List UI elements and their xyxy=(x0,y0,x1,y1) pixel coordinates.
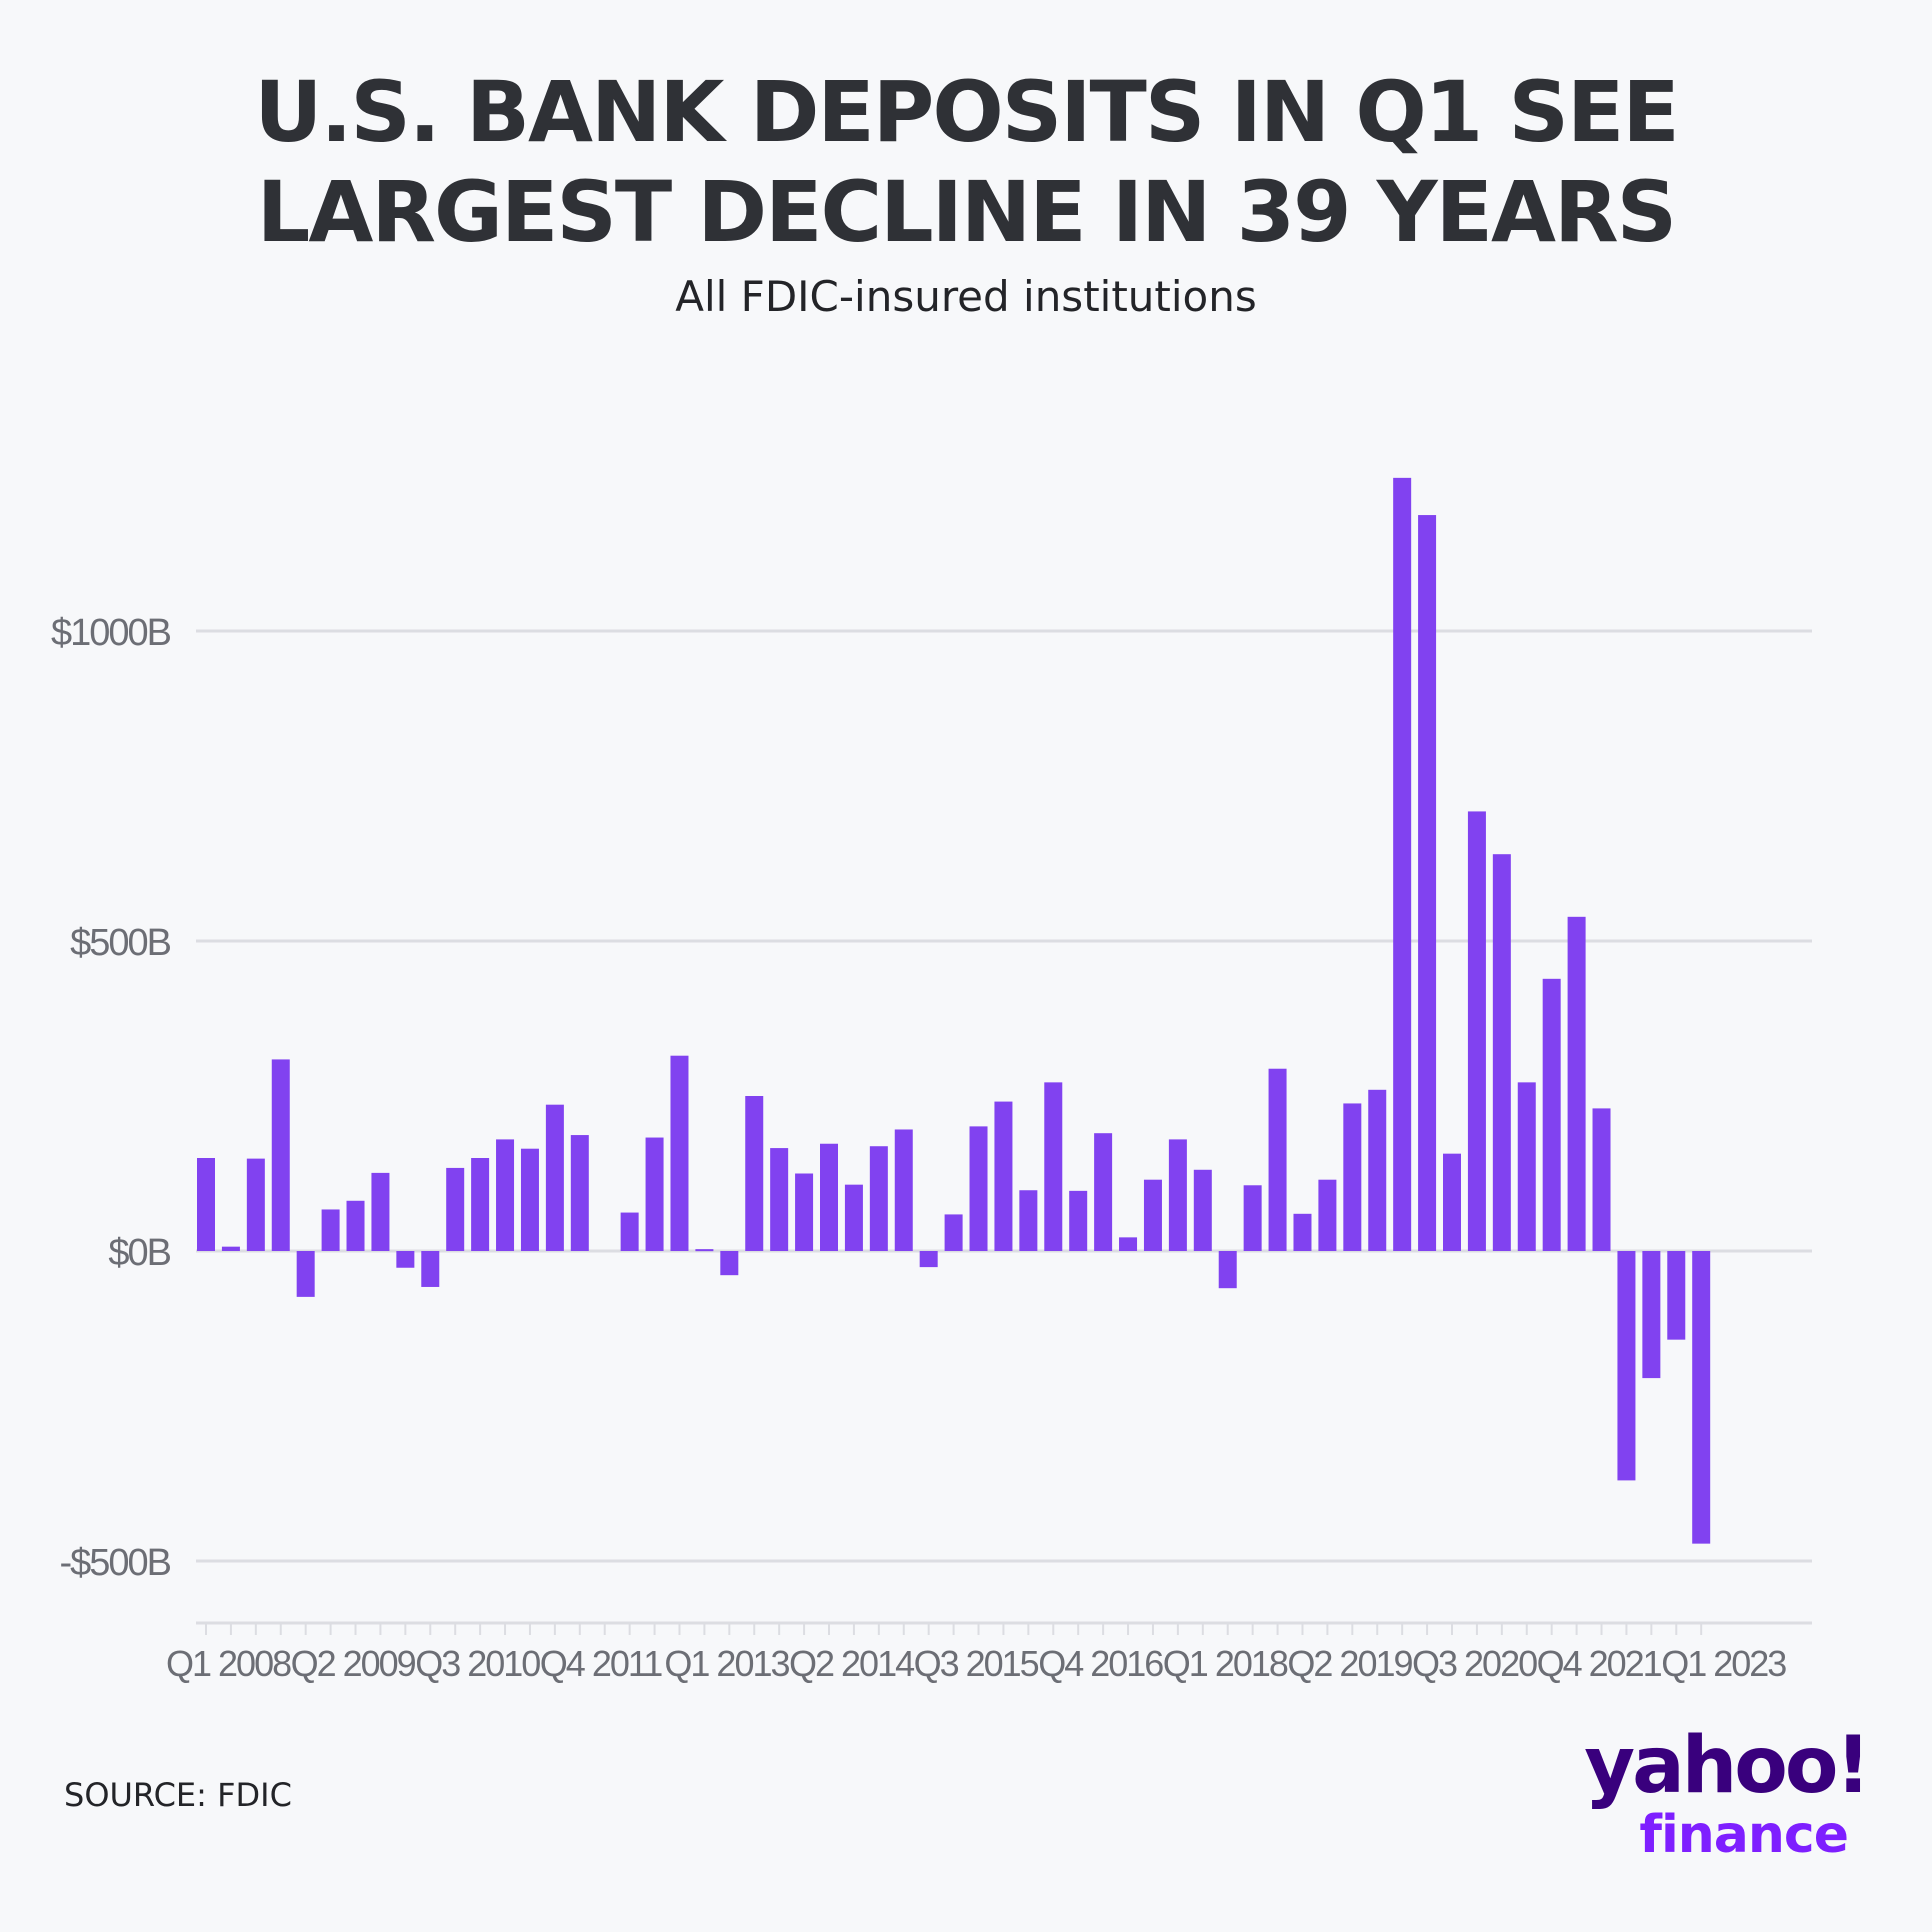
source-note: SOURCE: FDIC xyxy=(64,1776,292,1814)
bar xyxy=(820,1143,838,1251)
bar xyxy=(720,1251,739,1276)
bar xyxy=(770,1148,789,1251)
bar xyxy=(321,1209,340,1251)
x-tick-label: Q1 2008 xyxy=(166,1643,291,1684)
bar xyxy=(446,1167,465,1251)
bar xyxy=(1393,477,1412,1251)
bar xyxy=(1119,1237,1138,1251)
bar xyxy=(545,1104,564,1251)
bar xyxy=(1193,1169,1212,1251)
y-tick-label: -$500B xyxy=(59,1542,170,1584)
x-tick-label: Q1 2013 xyxy=(664,1643,789,1684)
bar xyxy=(1218,1251,1237,1289)
bar xyxy=(1692,1251,1711,1544)
bar xyxy=(1642,1251,1661,1379)
bar xyxy=(396,1251,415,1268)
bars xyxy=(197,477,1711,1544)
bar xyxy=(1094,1133,1113,1251)
bar xyxy=(570,1135,589,1251)
x-tick-label: Q2 2014 xyxy=(789,1643,914,1684)
bar xyxy=(1318,1179,1337,1251)
bar xyxy=(944,1214,963,1251)
x-tick-label: Q4 2011 xyxy=(540,1643,662,1684)
bar xyxy=(1592,1108,1611,1251)
chart-title: U.S. BANK DEPOSITS IN Q1 SEE LARGEST DEC… xyxy=(0,62,1932,262)
yahoo-finance-logo: yahoo! finance xyxy=(1584,1721,1870,1860)
chart-subtitle: All FDIC-insured institutions xyxy=(675,272,1257,321)
bar xyxy=(795,1173,814,1251)
title-line-2: LARGEST DECLINE IN 39 YEARS xyxy=(256,163,1677,261)
bar xyxy=(1243,1185,1262,1251)
x-tick-label: Q3 2015 xyxy=(914,1643,1039,1684)
bar xyxy=(919,1251,938,1268)
x-tick-label: Q2 2019 xyxy=(1287,1643,1412,1684)
x-tick-label: Q4 2016 xyxy=(1038,1643,1163,1684)
logo-finance: finance xyxy=(1639,1805,1848,1860)
y-axis-tick-labels: -$500B $0B $500B $1000B xyxy=(51,612,173,1584)
bar xyxy=(994,1101,1013,1251)
bar xyxy=(246,1158,265,1251)
x-tick-label: Q2 2009 xyxy=(291,1643,416,1684)
x-tick-label: Q1 2018 xyxy=(1163,1643,1288,1684)
x-axis: Q1 2008 Q2 2009 Q3 2010 Q4 2011 Q1 2013 Q2 20… xyxy=(166,1621,1812,1684)
bar xyxy=(197,1158,215,1251)
x-tick-label: Q4 2021 xyxy=(1537,1643,1662,1684)
bar xyxy=(1542,978,1561,1251)
bar xyxy=(520,1148,539,1251)
y-tick-label: $0B xyxy=(108,1232,170,1274)
title-line-1: U.S. BANK DEPOSITS IN Q1 SEE xyxy=(254,63,1679,161)
bar xyxy=(1617,1251,1636,1481)
bar xyxy=(421,1251,440,1287)
x-tick-label: Q3 2010 xyxy=(415,1643,540,1684)
gridlines xyxy=(196,629,1812,1563)
bar xyxy=(620,1212,639,1251)
bar xyxy=(1492,854,1511,1251)
bar xyxy=(1567,916,1586,1251)
bar xyxy=(844,1184,863,1251)
bar xyxy=(1168,1139,1187,1251)
bar xyxy=(1069,1190,1088,1251)
bar xyxy=(1293,1213,1312,1251)
x-tick-label: Q3 2020 xyxy=(1412,1643,1537,1684)
bar xyxy=(745,1096,764,1251)
bar xyxy=(371,1172,390,1251)
bar xyxy=(296,1251,315,1297)
bar xyxy=(1368,1089,1387,1251)
bar-chart: -$500B$0B$500B$1000B Q1 2008 Q2 2009 Q3 20… xyxy=(51,477,1812,1684)
bar xyxy=(221,1246,240,1251)
bar xyxy=(1044,1082,1063,1251)
bar xyxy=(471,1158,490,1251)
bar xyxy=(1019,1190,1038,1251)
bar xyxy=(695,1249,714,1252)
bar xyxy=(1418,515,1437,1251)
bar xyxy=(894,1129,913,1251)
bar xyxy=(645,1137,664,1251)
bar xyxy=(1467,811,1486,1251)
bar xyxy=(496,1139,515,1251)
bar xyxy=(271,1059,290,1251)
bar xyxy=(1343,1103,1362,1251)
y-tick-label: $500B xyxy=(70,922,171,964)
x-tick-label: Q1 2023 xyxy=(1661,1643,1786,1684)
bar xyxy=(1268,1068,1287,1251)
bar xyxy=(1143,1179,1162,1251)
bar xyxy=(1443,1153,1461,1251)
bar xyxy=(869,1146,888,1251)
y-tick-label: $1000B xyxy=(51,612,171,654)
bar xyxy=(1667,1251,1686,1340)
bar xyxy=(346,1200,365,1251)
logo-yahoo: yahoo! xyxy=(1584,1721,1868,1811)
bar xyxy=(969,1126,988,1251)
bar xyxy=(670,1055,689,1251)
bar xyxy=(1517,1082,1536,1251)
